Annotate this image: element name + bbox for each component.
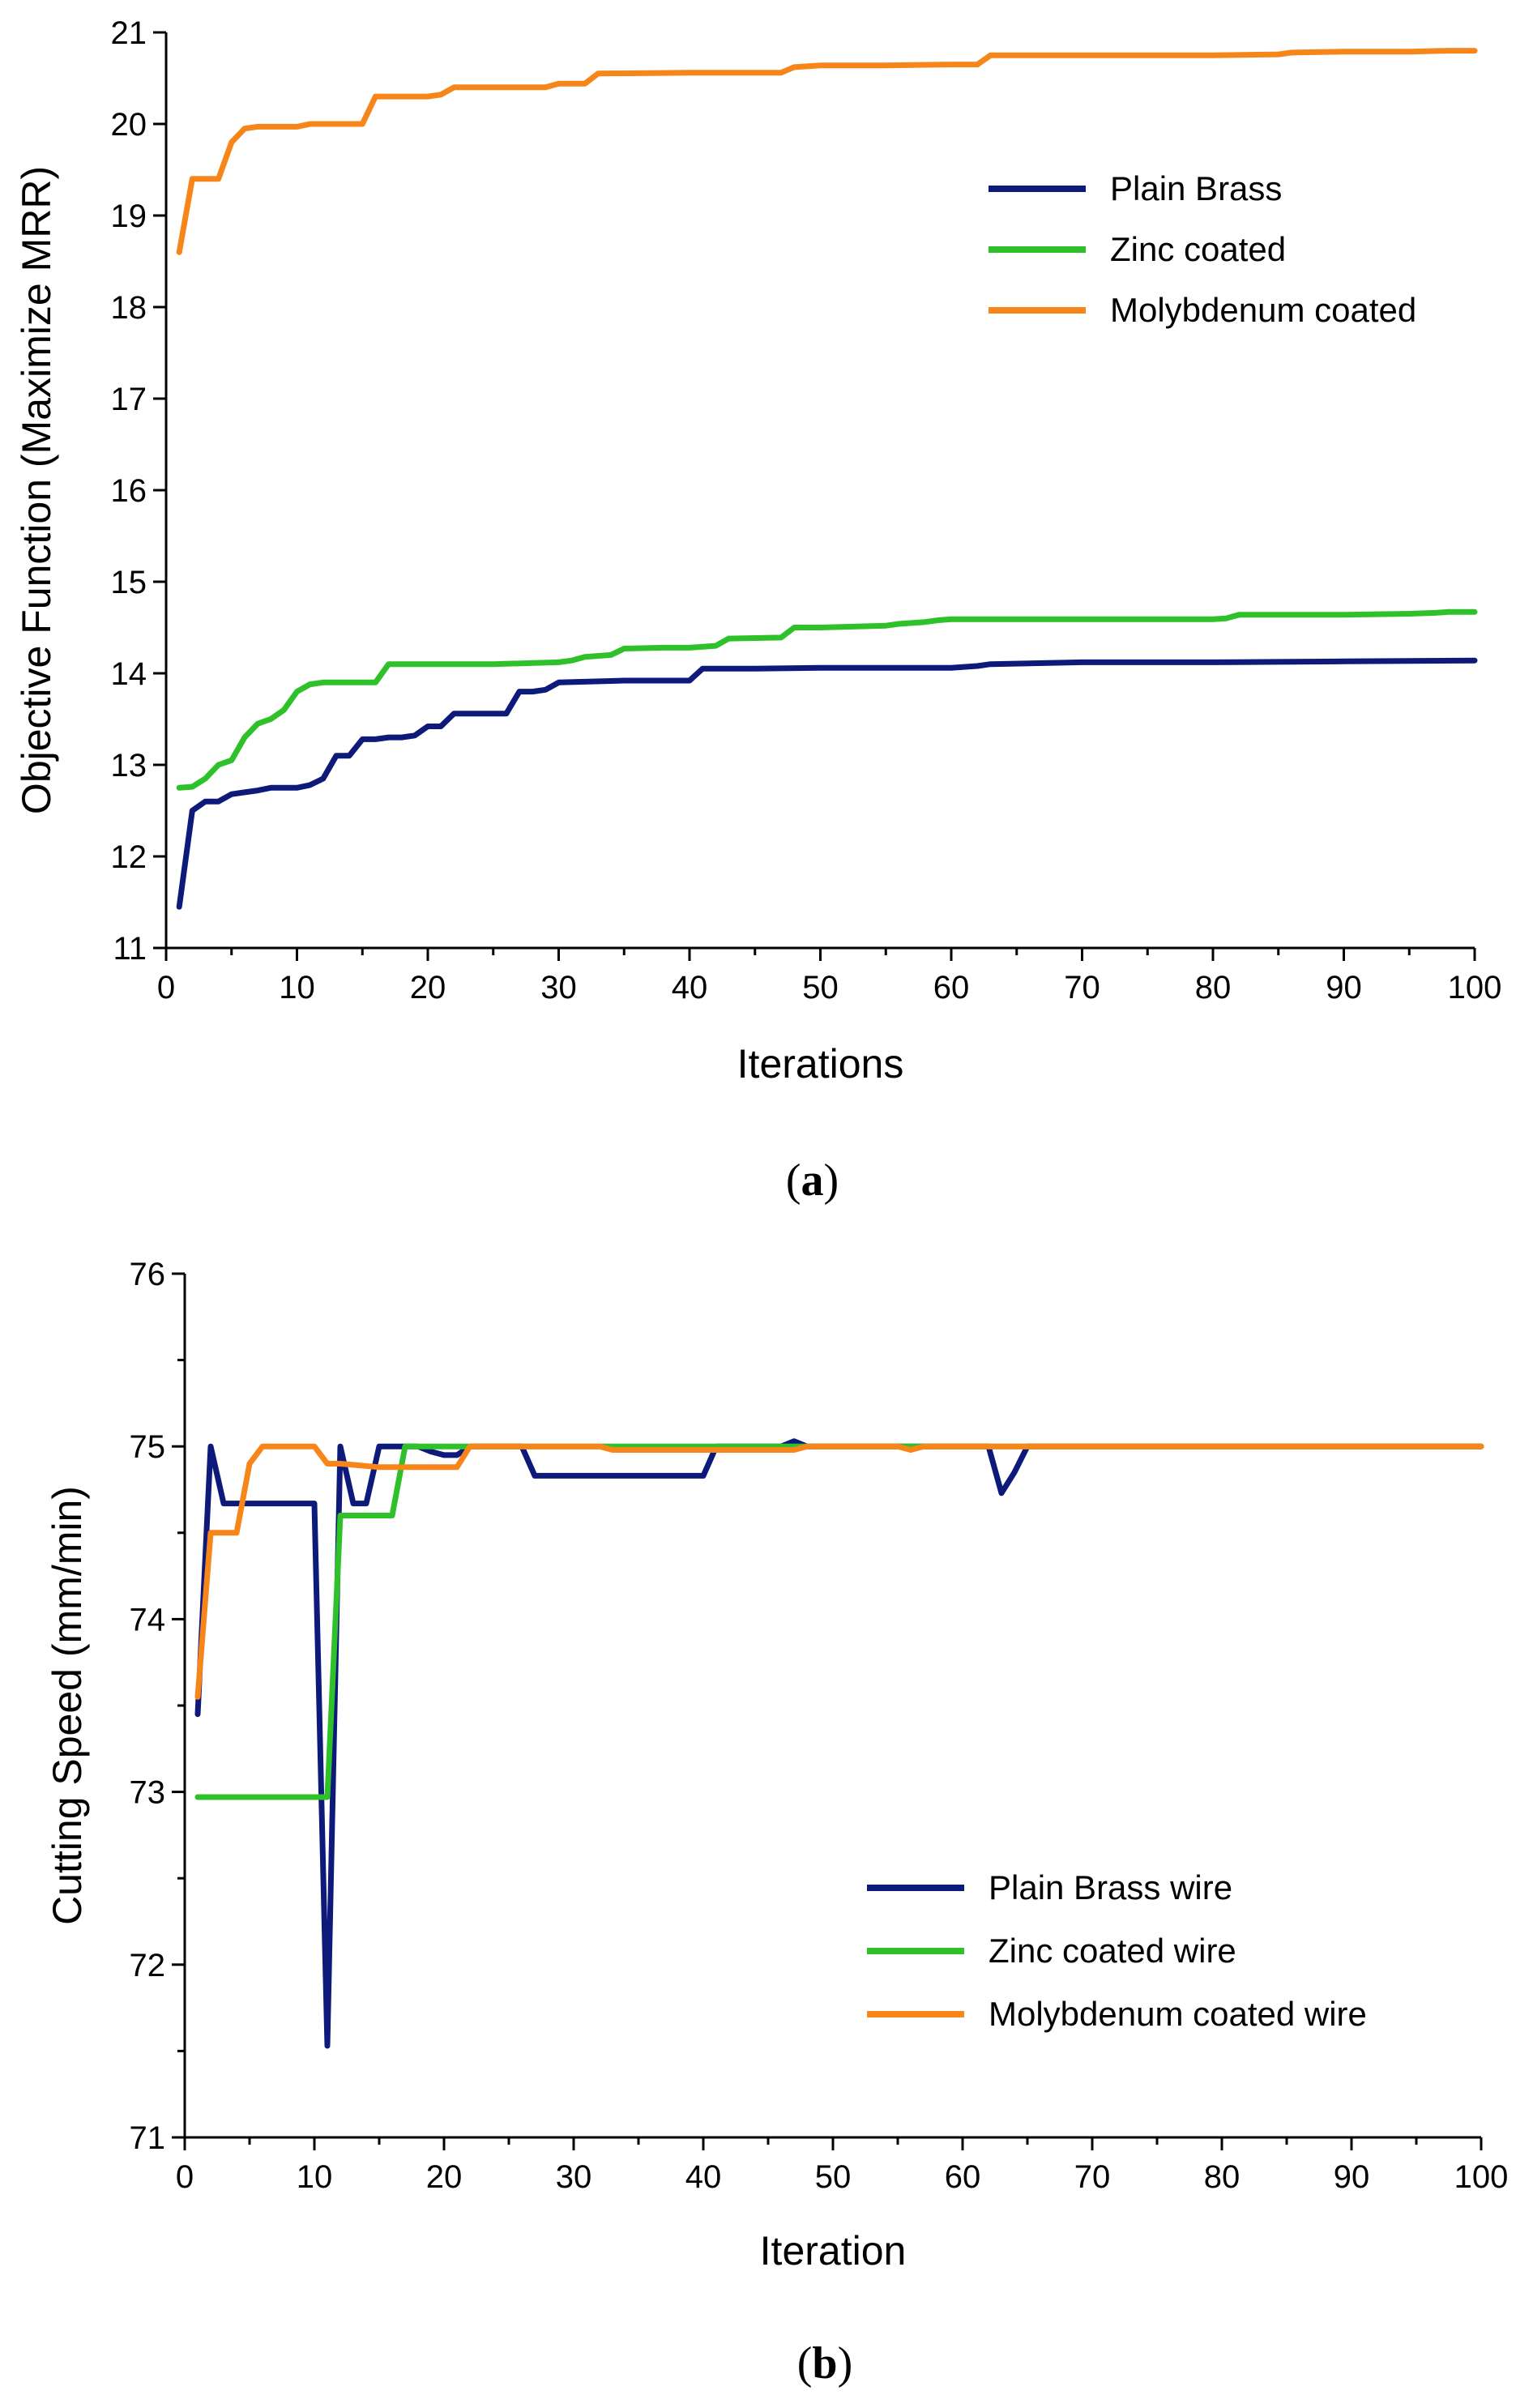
subfigure-caption: (b) [797, 2338, 852, 2389]
legend-label: Zinc coated [1110, 230, 1286, 268]
legend-label: Zinc coated wire [989, 1932, 1236, 1970]
x-axis-title: Iterations [737, 1041, 904, 1087]
x-tick-label: 50 [815, 2159, 852, 2195]
y-tick-label: 74 [130, 1602, 166, 1637]
caption-open-paren: ( [786, 1155, 801, 1206]
series-line-1 [194, 1438, 1484, 2049]
x-tick-label: 20 [426, 2159, 463, 2195]
x-tick-label: 20 [410, 970, 446, 1005]
caption-close-paren: ) [824, 1155, 839, 1206]
legend: Plain Brass wire Zinc coated wire Molybden… [867, 1868, 1367, 2033]
y-tick-label: 12 [111, 839, 147, 875]
y-tick-label: 16 [111, 473, 147, 509]
x-tick-label: 80 [1195, 970, 1232, 1005]
legend-label: Plain Brass wire [989, 1868, 1232, 1906]
y-tick-label: 20 [111, 107, 147, 143]
y-tick-label: 15 [111, 565, 147, 600]
legend-label: Molybdenum coated wire [989, 1995, 1367, 2033]
x-tick-label: 60 [945, 2159, 981, 2195]
y-tick-label: 13 [111, 748, 147, 783]
subfigure-caption: (a) [786, 1155, 839, 1206]
caption-close-paren: ) [838, 2338, 853, 2389]
caption-open-paren: ( [797, 2338, 813, 2389]
y-tick-label: 19 [111, 199, 147, 234]
legend: Plain Brass Zinc coated Molybdenum coated [989, 169, 1416, 329]
x-tick-label: 70 [1074, 2159, 1111, 2195]
x-tick-label: 90 [1326, 970, 1362, 1005]
series-line-2 [176, 608, 1478, 791]
chart-a: 0 10 20 30 40 50 60 70 80 90 100 11 12 13 14 15 16 17 18 19… [14, 15, 1501, 1206]
series-line-3 [194, 1443, 1484, 1700]
x-tick-label: 40 [672, 970, 708, 1005]
y-tick-label: 17 [111, 382, 147, 417]
x-tick-label: 30 [556, 2159, 592, 2195]
y-tick-label: 14 [111, 656, 147, 692]
x-tick-label: 90 [1334, 2159, 1370, 2195]
x-tick-label: 50 [802, 970, 839, 1005]
y-tick-label: 75 [130, 1429, 166, 1465]
x-axis-title: Iteration [760, 2228, 907, 2274]
y-tick-label: 21 [111, 15, 147, 51]
y-tick-label: 18 [111, 290, 147, 326]
y-axis-title: Cutting Speed (mm/min) [45, 1486, 90, 1925]
caption-letter: a [801, 1155, 824, 1206]
x-tick-label: 40 [685, 2159, 722, 2195]
chart-b: 0 10 20 30 40 50 60 70 80 90 100 71 72 73 74 75 76 Iterat… [45, 1257, 1508, 2389]
x-tick-label: 100 [1454, 2159, 1509, 2195]
y-tick-label: 76 [130, 1257, 166, 1292]
y-tick-label: 71 [130, 2120, 166, 2156]
y-tick-label: 73 [130, 1775, 166, 1811]
legend-label: Plain Brass [1110, 169, 1282, 207]
x-tick-label: 0 [176, 2159, 194, 2195]
x-tick-label: 100 [1448, 970, 1502, 1005]
series-line-3 [176, 48, 1478, 255]
x-tick-label: 10 [279, 970, 315, 1005]
y-tick-label: 11 [113, 931, 147, 967]
y-axis-title: Objective Function (Maximize MRR) [14, 166, 59, 814]
x-tick-label: 80 [1204, 2159, 1240, 2195]
caption-letter: b [812, 2338, 837, 2389]
x-tick-label: 0 [157, 970, 175, 1005]
legend-label: Molybdenum coated [1110, 291, 1416, 329]
x-tick-label: 10 [297, 2159, 333, 2195]
x-tick-label: 70 [1064, 970, 1100, 1005]
series-line-1 [176, 657, 1478, 910]
series-line-2 [194, 1443, 1484, 1800]
x-tick-label: 30 [540, 970, 577, 1005]
x-tick-label: 60 [933, 970, 970, 1005]
y-tick-label: 72 [130, 1948, 166, 1983]
